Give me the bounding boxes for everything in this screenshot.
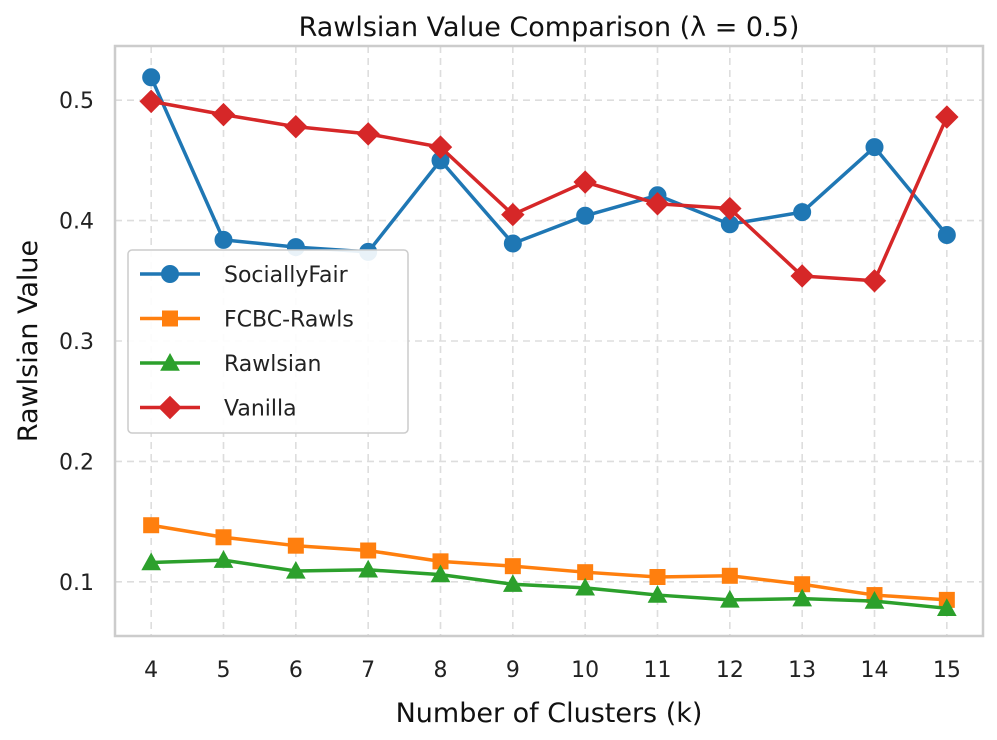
data-point-rawlsian [358,559,379,578]
data-point-vanilla [573,170,597,194]
series-vanilla [139,89,959,293]
data-point-rawlsian [575,577,596,596]
x-tick-label: 4 [144,658,158,683]
data-point-rawlsian [141,552,162,571]
series-line-fcbc-rawls [150,523,947,602]
data-point-rawlsian [285,560,306,579]
x-tick-label: 11 [644,658,672,683]
data-point-vanilla [356,122,380,146]
legend-entry-rawlsian: Rawlsian [140,352,321,377]
data-point-fcbc-rawls [287,537,304,554]
data-point-vanilla [428,135,453,159]
plot-frame [113,44,985,638]
x-tick-label: 9 [506,658,520,683]
data-point-sociallyfair [503,234,522,253]
data-point-fcbc-rawls [360,542,377,559]
legend-entry-vanilla: Vanilla [140,395,297,422]
series-layer [139,68,959,617]
series-fcbc-rawls [143,517,955,608]
x-tick-label: 12 [716,658,744,683]
tick-layer: 4 5 6 7 8 9 10 11 12 13 14 15 0.1 0.2 0.3 0.4 0.5 [59,89,961,683]
data-point-vanilla [501,202,525,227]
series-rawlsian [141,550,957,617]
legend: SociallyFair FCBC-Rawls Rawlsian Vanilla [127,249,409,434]
data-point-sociallyfair [142,68,161,87]
data-point-fcbc-rawls [721,567,738,584]
legend-marker-vanilla [158,395,182,420]
x-tick-label: 8 [434,658,448,683]
data-point-sociallyfair [793,203,812,222]
data-point-rawlsian [502,574,523,592]
data-point-vanilla [862,269,887,293]
legend-box [127,249,409,434]
legend-marker-sociallyfair [161,265,179,283]
data-point-vanilla [284,114,308,139]
data-point-sociallyfair [214,230,233,249]
legend-label-rawlsian: Rawlsian [224,352,321,377]
data-point-vanilla [139,89,163,114]
x-tick-label: 15 [933,658,961,683]
data-point-rawlsian [430,564,451,583]
y-tick-label: 0.5 [59,89,94,114]
x-axis-title: Number of Clusters (k) [396,698,703,729]
x-tick-label: 13 [788,658,816,683]
x-tick-label: 7 [361,658,375,683]
legend-label-sociallyfair: SociallyFair [224,263,349,288]
series-line-vanilla [150,99,949,283]
data-point-rawlsian [864,591,885,609]
data-point-fcbc-rawls [143,517,160,534]
x-tick-label: 6 [289,658,303,683]
y-tick-label: 0.3 [59,330,94,355]
y-axis-title: Rawlsian Value [13,240,44,442]
data-point-vanilla [935,105,959,129]
chart-title: Rawlsian Value Comparison (λ = 0.5) [299,12,800,43]
data-point-fcbc-rawls [215,529,232,546]
legend-entry-sociallyfair: SociallyFair [140,263,349,288]
data-point-rawlsian [647,585,668,603]
y-tick-label: 0.1 [59,571,94,596]
y-tick-label: 0.2 [59,450,94,475]
data-point-sociallyfair [576,206,595,225]
data-point-rawlsian [936,598,957,617]
series-line-sociallyfair [149,76,949,254]
legend-marker-fcbc-rawls [162,310,178,327]
series-line-rawlsian [151,558,948,611]
legend-label-vanilla: Vanilla [224,397,297,422]
legend-label-fcbc-rawls: FCBC-Rawls [224,308,354,333]
data-point-rawlsian [792,588,813,607]
data-point-vanilla [718,196,742,221]
data-point-vanilla [790,264,814,288]
data-point-sociallyfair [937,226,956,245]
series-sociallyfair [142,68,956,261]
data-point-fcbc-rawls [577,564,594,581]
data-point-vanilla [645,192,670,216]
legend-entry-fcbc-rawls: FCBC-Rawls [140,308,354,333]
y-tick-label: 0.4 [59,210,94,235]
data-point-sociallyfair [865,138,884,157]
x-tick-label: 10 [571,658,599,683]
data-point-rawlsian [213,550,234,568]
data-point-rawlsian [719,589,740,608]
legend-marker-rawlsian [160,352,180,371]
data-point-fcbc-rawls [649,569,666,585]
x-tick-label: 14 [861,658,889,683]
data-point-fcbc-rawls [504,558,521,575]
data-point-vanilla [211,102,236,127]
x-tick-label: 5 [217,658,231,683]
